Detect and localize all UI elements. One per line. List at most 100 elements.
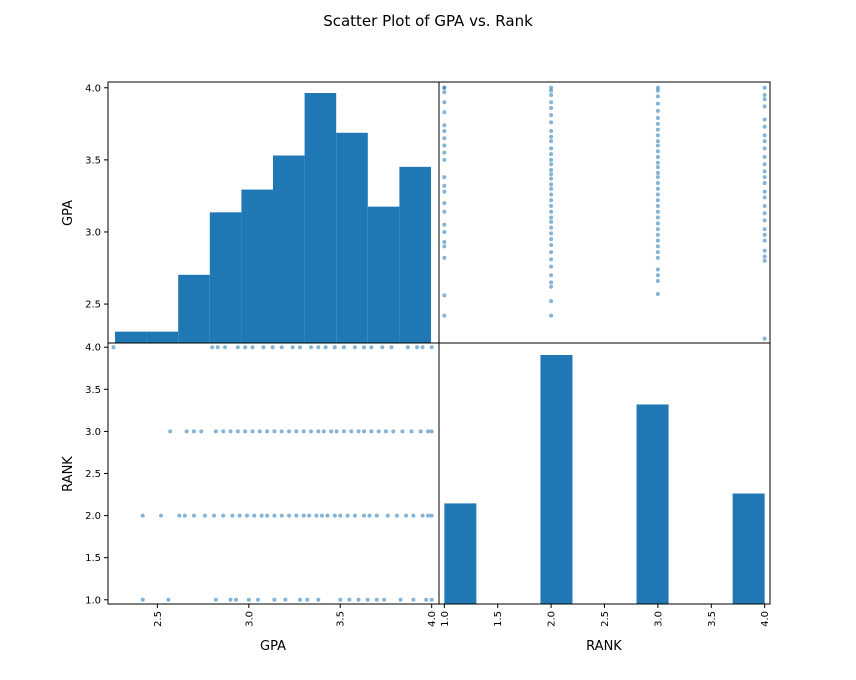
rank-gpa-scatter-point — [442, 150, 447, 155]
rank-gpa-scatter-point — [549, 129, 554, 134]
gpa-rank-scatter-point — [323, 345, 328, 350]
rank-histogram-bar — [636, 404, 669, 604]
rank-gpa-scatter-point — [655, 267, 660, 272]
rank-gpa-scatter-point — [655, 85, 660, 90]
gpa-rank-scatter-point — [347, 597, 352, 602]
rank-gpa-scatter-point — [549, 167, 554, 172]
gpa-rank-scatter-point — [424, 597, 429, 602]
rank-gpa-scatter-point — [442, 201, 447, 206]
rank-y-axis-label: RANK — [61, 456, 76, 492]
rank-gpa-scatter-point — [549, 204, 554, 209]
rank-y-tick-label: 3.0 — [85, 427, 101, 438]
rank-gpa-scatter-point — [762, 154, 767, 159]
gpa-rank-scatter-point — [352, 345, 357, 350]
rank-gpa-scatter-point — [549, 225, 554, 230]
gpa-rank-scatter-point — [362, 429, 367, 434]
rank-gpa-scatter-point — [655, 139, 660, 144]
gpa-rank-scatter-point — [265, 513, 270, 518]
rank-gpa-scatter-point — [549, 85, 554, 90]
gpa-rank-scatter-point — [140, 597, 145, 602]
rank-y-tick-label: 2.5 — [85, 469, 101, 480]
gpa-rank-scatter-point — [316, 429, 321, 434]
rank-gpa-scatter-point — [549, 215, 554, 220]
gpa-histogram-bar — [399, 166, 431, 343]
gpa-rank-scatter-point — [394, 513, 399, 518]
rank-gpa-scatter-point — [762, 336, 767, 341]
gpa-histogram-bar — [115, 331, 147, 343]
gpa-rank-scatter-point — [400, 429, 405, 434]
gpa-histogram-bar — [178, 274, 210, 343]
gpa-rank-scatter-point — [159, 513, 164, 518]
gpa-y-tick-label: 2.5 — [85, 300, 101, 311]
gpa-rank-scatter-point — [415, 345, 420, 350]
gpa-rank-scatter-point — [426, 429, 431, 434]
rank-gpa-scatter-point — [655, 215, 660, 220]
rank-gpa-scatter-point — [655, 127, 660, 132]
rank-gpa-scatter-point — [762, 218, 767, 223]
gpa-rank-scatter-point — [307, 513, 312, 518]
gpa-rank-scatter-point — [255, 597, 260, 602]
gpa-rank-scatter-point — [365, 597, 370, 602]
rank-gpa-scatter-point — [442, 313, 447, 318]
rank-gpa-scatter-point — [549, 198, 554, 203]
gpa-y-axis-label: GPA — [61, 200, 76, 226]
rank-gpa-scatter-point — [442, 143, 447, 148]
gpa-rank-scatter-point — [325, 513, 330, 518]
rank-gpa-scatter-point — [442, 189, 447, 194]
rank-gpa-scatter-point — [762, 211, 767, 216]
gpa-rank-scatter-point — [319, 513, 324, 518]
gpa-rank-scatter-point — [246, 597, 251, 602]
rank-gpa-scatter-point — [549, 172, 554, 177]
gpa-rank-scatter-point — [349, 429, 354, 434]
gpa-rank-scatter-point — [341, 429, 346, 434]
rank-gpa-scatter-point — [549, 113, 554, 118]
rank-gpa-scatter-point — [655, 291, 660, 296]
rank-gpa-scatter-point — [549, 284, 554, 289]
rank-gpa-scatter-point — [549, 264, 554, 269]
rank-gpa-scatter-point — [655, 192, 660, 197]
rank-gpa-scatter-point — [549, 105, 554, 110]
gpa-rank-scatter-point — [294, 513, 299, 518]
gpa-rank-scatter-point — [272, 597, 277, 602]
rank-gpa-scatter-point — [655, 250, 660, 255]
rank-gpa-scatter-point — [442, 229, 447, 234]
rank-y-tick-label: 2.0 — [85, 511, 101, 522]
rank-x-tick-label: 2.0 — [547, 611, 558, 627]
rank-gpa-scatter-point — [549, 313, 554, 318]
rank-gpa-scatter-point — [549, 88, 554, 93]
rank-histogram-bar — [540, 355, 573, 604]
gpa-histogram-bar — [367, 206, 400, 343]
rank-gpa-scatter-point — [655, 238, 660, 243]
gpa-x-tick-label: 3.0 — [244, 611, 255, 627]
gpa-rank-scatter-point — [279, 513, 284, 518]
gpa-rank-scatter-point — [177, 513, 182, 518]
rank-gpa-scatter-point — [549, 146, 554, 151]
rank-gpa-scatter-point — [762, 189, 767, 194]
rank-gpa-scatter-point — [655, 198, 660, 203]
gpa-rank-scatter-point — [243, 429, 248, 434]
gpa-rank-scatter-point — [308, 345, 313, 350]
rank-gpa-scatter-point — [655, 101, 660, 106]
rank-gpa-scatter-point — [655, 116, 660, 121]
gpa-rank-scatter-point — [221, 513, 226, 518]
gpa-rank-scatter-point — [374, 513, 379, 518]
rank-gpa-scatter-point — [655, 186, 660, 191]
rank-gpa-scatter-point — [655, 221, 660, 226]
rank-gpa-scatter-point — [442, 175, 447, 180]
rank-gpa-scatter-point — [655, 232, 660, 237]
gpa-histogram-bar — [146, 331, 179, 343]
rank-gpa-scatter-point — [762, 146, 767, 151]
gpa-x-axis-label: GPA — [260, 639, 286, 654]
rank-gpa-scatter-point — [442, 240, 447, 245]
rank-gpa-scatter-point — [442, 100, 447, 105]
gpa-rank-scatter-point — [418, 429, 423, 434]
gpa-rank-scatter-point — [265, 429, 270, 434]
gpa-rank-scatter-point — [184, 429, 189, 434]
rank-x-tick-label: 3.5 — [707, 611, 718, 627]
rank-gpa-scatter-point — [762, 169, 767, 174]
rank-x-tick-label: 3.0 — [653, 611, 664, 627]
rank-histogram-bar — [444, 503, 477, 604]
panels-layer — [111, 85, 767, 604]
gpa-rank-scatter-point — [376, 429, 381, 434]
gpa-histogram-bar — [273, 155, 305, 343]
